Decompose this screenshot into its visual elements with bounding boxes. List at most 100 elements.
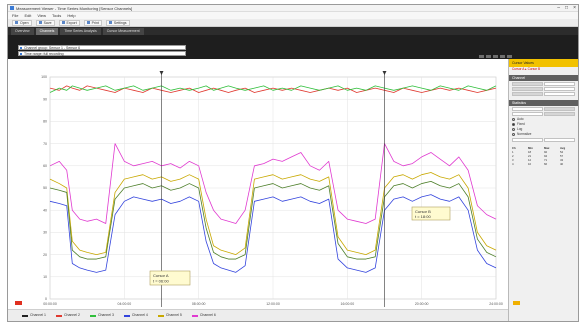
table-row[interactable]: 1 18 92 54 xyxy=(509,150,578,154)
print-button[interactable]: Print xyxy=(83,19,102,26)
option-label: Log xyxy=(517,127,523,131)
menu-help[interactable]: Help xyxy=(67,13,76,18)
menu-bar: File Edit View Tools Help xyxy=(8,12,578,19)
stat-field[interactable] xyxy=(512,107,543,111)
x-tick-label: 04:00:00 xyxy=(118,302,132,306)
settings-button[interactable]: Settings xyxy=(105,19,130,26)
menu-edit[interactable]: Edit xyxy=(24,13,32,18)
channel-value-field[interactable] xyxy=(544,82,575,86)
cell: 2 xyxy=(512,154,514,158)
table-row[interactable]: 4 10 66 40 xyxy=(509,162,578,166)
series-lines xyxy=(49,85,497,273)
print-label: Print xyxy=(91,20,99,25)
tab-time-series[interactable]: Time Series Analysis xyxy=(60,28,101,35)
option-fixed[interactable]: Fixed xyxy=(509,122,578,127)
range-max-field[interactable] xyxy=(544,138,575,142)
open-button[interactable]: Open xyxy=(12,19,32,26)
channel-field[interactable] xyxy=(512,92,543,96)
legend-swatch xyxy=(123,314,130,317)
legend-item-channel-6[interactable]: Channel 6 xyxy=(191,313,216,318)
cell: 54 xyxy=(560,150,564,154)
time-range-select[interactable]: Time range: full recording xyxy=(18,51,186,56)
series-line-2 xyxy=(49,85,497,93)
save-button[interactable]: Save xyxy=(35,19,55,26)
menu-tools[interactable]: Tools xyxy=(51,13,62,18)
zoom-in-icon[interactable] xyxy=(479,55,484,58)
channel-field[interactable] xyxy=(512,82,543,86)
range-min-field[interactable] xyxy=(512,138,543,142)
legend-label: Channel 3 xyxy=(97,313,114,317)
table-row[interactable]: 3 12 71 43 xyxy=(509,158,578,162)
legend-item-channel-3[interactable]: Channel 3 xyxy=(89,313,114,318)
pan-icon[interactable] xyxy=(493,55,498,58)
reset-zoom-icon[interactable] xyxy=(500,55,505,58)
cursor-alert[interactable]: Cursor A ▸ Cursor B xyxy=(512,67,541,71)
y-tick-label: 10 xyxy=(43,275,47,279)
menu-file[interactable]: File xyxy=(12,13,19,18)
open-label: Open xyxy=(20,20,29,25)
channel-icon xyxy=(20,47,22,49)
stat-value-field[interactable] xyxy=(544,107,575,111)
legend-bar: Channel 1 Channel 2 Channel 3 Channel 4 … xyxy=(8,309,508,321)
channel-field[interactable] xyxy=(512,87,543,91)
menu-view[interactable]: View xyxy=(37,13,46,18)
option-log[interactable]: Log xyxy=(509,127,578,132)
y-tick-label: 80 xyxy=(43,120,47,124)
legend-item-channel-4[interactable]: Channel 4 xyxy=(123,313,148,318)
cell: 1 xyxy=(512,150,514,154)
legend-swatch xyxy=(157,314,164,317)
table-row[interactable]: 2 21 94 57 xyxy=(509,154,578,158)
statistics-section-header[interactable]: Statistics xyxy=(509,100,578,106)
legend-item-channel-2[interactable]: Channel 2 xyxy=(55,313,80,318)
stat-value-field[interactable] xyxy=(544,112,575,116)
cursor-a-annotation: Cursor A t = 06:00 xyxy=(149,270,191,286)
window-title: Measurement Viewer - Time Series Monitor… xyxy=(16,6,133,11)
chart-tools xyxy=(479,55,512,58)
radio-icon xyxy=(512,118,515,121)
legend-item-channel-1[interactable]: Channel 1 xyxy=(22,313,46,318)
x-tick-labels: 00:00:00 04:00:00 08:00:00 12:00:00 16:00:00… xyxy=(43,302,503,306)
export-chart-icon[interactable] xyxy=(507,55,512,58)
legend-label: Channel 4 xyxy=(131,313,148,317)
stat-field[interactable] xyxy=(512,112,543,116)
y-tick-label: 20 xyxy=(43,253,47,257)
close-button[interactable]: × xyxy=(573,5,576,11)
channel-section-header[interactable]: Channel xyxy=(509,75,578,81)
cursors[interactable] xyxy=(159,71,387,307)
channel-group-select[interactable]: Channel group: Sensor 1 - Sensor 6 xyxy=(18,45,186,50)
cursor-handle-2[interactable] xyxy=(382,71,387,75)
cursor-handle-1[interactable] xyxy=(159,71,164,75)
legend-label: Channel 5 xyxy=(165,313,182,317)
channel-value-field[interactable] xyxy=(544,87,575,91)
option-auto[interactable]: Auto xyxy=(509,117,578,122)
cell: 21 xyxy=(528,154,532,158)
tab-overview[interactable]: Overview xyxy=(11,28,34,35)
maximize-button[interactable]: □ xyxy=(565,5,569,11)
settings-label: Settings xyxy=(113,20,127,25)
tab-cursor-measurement[interactable]: Cursor Measurement xyxy=(102,28,144,35)
legend-swatch xyxy=(191,314,198,317)
zoom-out-icon[interactable] xyxy=(486,55,491,58)
legend-swatch xyxy=(89,314,96,317)
export-button[interactable]: Export xyxy=(58,19,80,26)
x-tick-label: 08:00:00 xyxy=(192,302,206,306)
side-panel-header: Cursor Values xyxy=(509,59,578,67)
legend-item-channel-5[interactable]: Channel 5 xyxy=(157,313,182,318)
export-label: Export xyxy=(66,20,77,25)
channel-group-label: Channel group: Sensor 1 - Sensor 6 xyxy=(24,46,81,50)
option-normalize[interactable]: Normalize xyxy=(509,132,578,137)
x-tick-label: 20:00:00 xyxy=(415,302,429,306)
app-icon xyxy=(10,6,14,10)
channel-value-field[interactable] xyxy=(544,92,575,96)
cursor-a-label: Cursor A xyxy=(153,273,169,278)
chart-area[interactable]: 0 10 20 30 40 50 60 70 80 90 100 00:00:00 04:00:00 0… xyxy=(8,59,508,309)
y-tick-label: 50 xyxy=(43,186,47,190)
x-tick-label: 00:00:00 xyxy=(43,302,57,306)
time-range-label: Time range: full recording xyxy=(24,52,64,56)
scroll-left-marker[interactable] xyxy=(15,301,22,305)
tab-channels[interactable]: Channels xyxy=(35,28,59,35)
y-tick-label: 90 xyxy=(43,97,47,101)
scroll-right-marker[interactable] xyxy=(513,301,520,305)
minimize-button[interactable]: – xyxy=(557,5,561,11)
